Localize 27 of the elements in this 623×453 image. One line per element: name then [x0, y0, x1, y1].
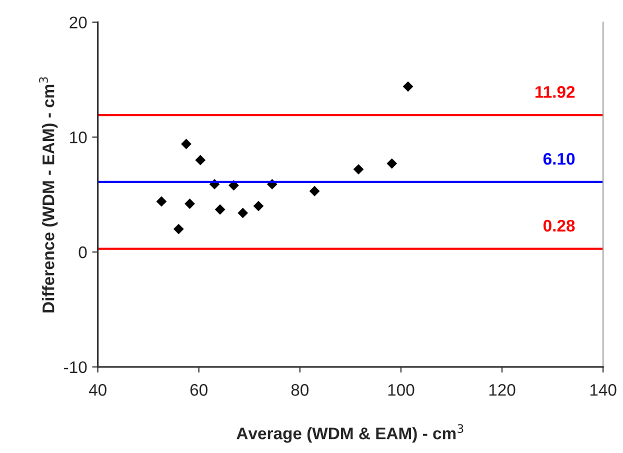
y-tick-label: 10	[70, 132, 87, 144]
x-tick-label: 60	[190, 384, 208, 396]
point	[386, 158, 398, 169]
ref-line-label: 6.10	[543, 152, 575, 165]
point	[214, 204, 226, 215]
ref-line-label: 11.92	[536, 86, 575, 98]
point	[253, 200, 264, 212]
y-tick-label: -10	[64, 361, 87, 374]
x-tick-label: 100	[388, 384, 414, 396]
point	[353, 164, 364, 174]
x-tick-label: 80	[291, 384, 309, 396]
point	[184, 198, 195, 209]
point	[156, 196, 167, 207]
x-tick-label: 120	[489, 384, 516, 396]
point	[238, 208, 248, 218]
y-axis-title: Difference (WDM - EAM) - cm$^{3}$	[39, 77, 58, 312]
x-tick-label: 40	[88, 384, 106, 396]
y-tick-label: 20	[70, 16, 87, 28]
ref-line-label: 0.28	[544, 220, 575, 232]
point	[173, 224, 184, 234]
point	[181, 138, 192, 150]
x-axis-title: Average (WDM & EAM) - cm$^{3}$	[236, 424, 464, 443]
x-tick-label: 140	[590, 384, 616, 396]
point	[402, 81, 414, 92]
point	[309, 186, 320, 196]
point	[195, 154, 206, 166]
y-tick-label: 0	[78, 246, 87, 258]
